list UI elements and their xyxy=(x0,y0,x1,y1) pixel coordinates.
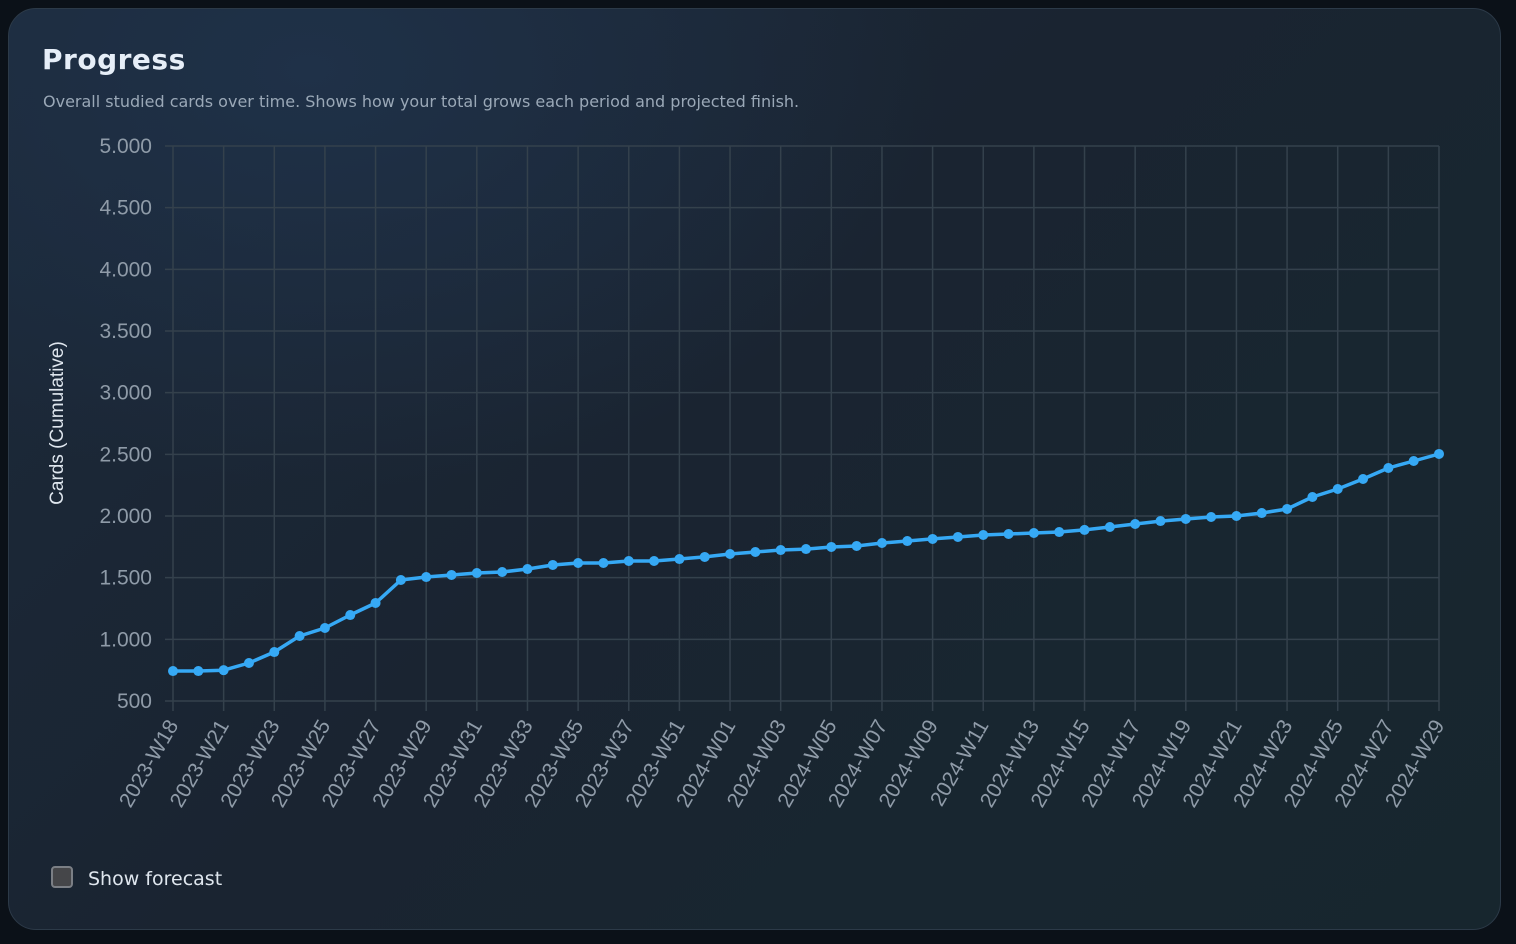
y-tick-label: 3.500 xyxy=(99,320,152,343)
data-point[interactable] xyxy=(1130,519,1141,530)
data-point[interactable] xyxy=(851,540,862,551)
data-point[interactable] xyxy=(674,554,685,565)
data-point[interactable] xyxy=(1434,448,1444,459)
data-point[interactable] xyxy=(1180,513,1191,524)
data-point[interactable] xyxy=(927,533,938,544)
progress-line-chart: 500 1.000 1.500 2.000 2.500 3.000 3.500 4.000 4.… xyxy=(47,135,1449,811)
data-point[interactable] xyxy=(522,564,533,575)
data-point[interactable] xyxy=(952,531,963,542)
data-point[interactable] xyxy=(1231,511,1242,521)
data-point[interactable] xyxy=(801,544,811,555)
data-point[interactable] xyxy=(547,559,558,570)
data-point[interactable] xyxy=(1104,521,1115,532)
data-point[interactable] xyxy=(902,536,913,547)
card-subtitle: Overall studied cards over time. Shows h… xyxy=(43,92,800,111)
data-point[interactable] xyxy=(978,529,989,540)
data-point[interactable] xyxy=(1003,529,1014,540)
card-title: Progress xyxy=(42,43,186,76)
data-point[interactable] xyxy=(1332,483,1343,494)
data-point[interactable] xyxy=(750,547,761,558)
y-tick-label: 4.500 xyxy=(99,197,152,220)
series-line xyxy=(171,452,1441,673)
data-point[interactable] xyxy=(1155,516,1166,527)
data-point[interactable] xyxy=(876,538,887,549)
show-forecast-label: Show forecast xyxy=(88,868,223,890)
data-point[interactable] xyxy=(598,557,609,568)
y-tick-label: 500 xyxy=(117,690,152,713)
data-point[interactable] xyxy=(168,666,178,677)
y-tick-label: 2.000 xyxy=(99,505,152,528)
data-point[interactable] xyxy=(319,622,330,633)
data-point[interactable] xyxy=(1256,508,1267,519)
data-point[interactable] xyxy=(395,575,406,586)
data-point[interactable] xyxy=(193,666,204,677)
data-point[interactable] xyxy=(649,556,660,567)
y-tick-label: 1.500 xyxy=(99,567,152,590)
data-point[interactable] xyxy=(573,557,584,568)
y-tick-label: 1.000 xyxy=(99,628,152,651)
data-point[interactable] xyxy=(497,566,508,577)
data-point[interactable] xyxy=(1206,511,1217,522)
data-point[interactable] xyxy=(1408,455,1419,466)
data-point[interactable] xyxy=(370,597,381,608)
data-point[interactable] xyxy=(446,569,457,580)
data-point[interactable] xyxy=(1282,503,1293,514)
data-point[interactable] xyxy=(623,556,634,567)
data-point[interactable] xyxy=(699,551,710,562)
y-axis-title: Cards (Cumulative) xyxy=(47,341,68,505)
data-point[interactable] xyxy=(243,658,254,669)
progress-card: Progress Overall studied cards over time… xyxy=(8,8,1501,930)
data-point[interactable] xyxy=(1307,492,1318,503)
y-tick-label: 2.500 xyxy=(99,443,152,466)
data-point[interactable] xyxy=(269,647,280,658)
data-point[interactable] xyxy=(471,567,482,578)
y-tick-label: 4.000 xyxy=(99,258,152,281)
data-point[interactable] xyxy=(826,541,837,552)
data-point[interactable] xyxy=(345,610,356,621)
data-point[interactable] xyxy=(725,548,736,559)
data-point[interactable] xyxy=(1079,524,1090,535)
y-tick-label: 3.000 xyxy=(99,382,152,405)
data-point[interactable] xyxy=(1028,528,1039,539)
data-point[interactable] xyxy=(294,631,305,642)
data-point[interactable] xyxy=(218,665,229,676)
data-point[interactable] xyxy=(1358,474,1369,484)
show-forecast-toggle[interactable]: Show forecast xyxy=(51,864,222,890)
data-point[interactable] xyxy=(775,545,786,556)
data-point[interactable] xyxy=(1054,527,1065,538)
data-point[interactable] xyxy=(1383,463,1394,474)
show-forecast-checkbox[interactable] xyxy=(51,866,73,888)
data-point[interactable] xyxy=(421,572,432,583)
y-tick-label: 5.000 xyxy=(99,135,152,158)
